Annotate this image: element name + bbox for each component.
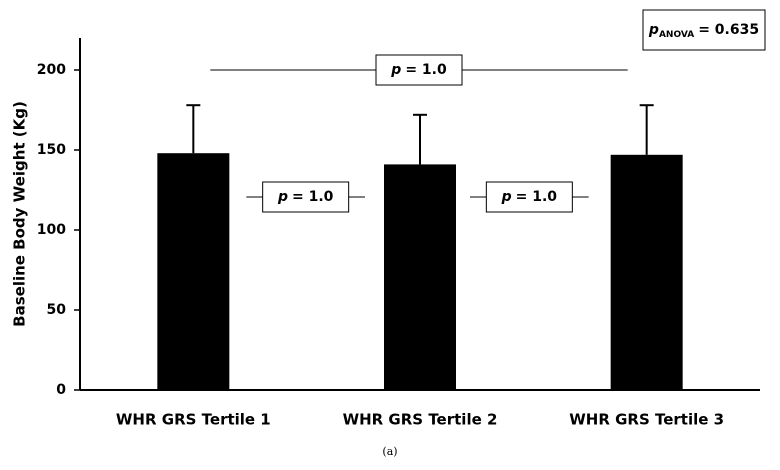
p-value-box bbox=[485, 181, 573, 213]
p-value-label: p = 1.0 bbox=[390, 62, 447, 78]
bar bbox=[157, 153, 230, 390]
anova-value: = 0.635 bbox=[698, 22, 759, 38]
y-tick-label: 200 bbox=[37, 62, 66, 78]
bar bbox=[384, 164, 456, 390]
p-value-box bbox=[375, 54, 463, 86]
p-value: = 1.0 bbox=[405, 62, 447, 78]
p-value-label: p = 1.0 bbox=[277, 189, 334, 205]
anova-box bbox=[642, 9, 766, 51]
y-tick-label: 50 bbox=[47, 302, 67, 318]
y-tick-label: 100 bbox=[37, 222, 66, 238]
bar bbox=[610, 154, 683, 390]
p-value: = 1.0 bbox=[292, 189, 334, 205]
p-symbol: p bbox=[501, 189, 512, 205]
p-value: = 1.0 bbox=[516, 189, 558, 205]
x-tick-label: WHR GRS Tertile 1 bbox=[116, 411, 271, 429]
p-symbol: p bbox=[390, 62, 401, 78]
p-value-box bbox=[262, 181, 350, 213]
error-bar bbox=[186, 104, 201, 154]
x-tick-label: WHR GRS Tertile 2 bbox=[343, 411, 498, 429]
y-tick-label: 150 bbox=[37, 142, 66, 158]
error-bar bbox=[413, 113, 427, 165]
y-tick-label: 0 bbox=[56, 382, 66, 398]
anova-label: pANOVA = 0.635 bbox=[648, 22, 759, 40]
p-symbol: p bbox=[648, 22, 659, 38]
p-symbol: p bbox=[277, 189, 288, 205]
p-subscript: ANOVA bbox=[659, 30, 694, 40]
y-axis-label: Baseline Body Weight (Kg) bbox=[11, 101, 29, 327]
x-tick-label: WHR GRS Tertile 3 bbox=[569, 411, 724, 429]
caption: (a) bbox=[382, 445, 397, 458]
error-bar bbox=[639, 104, 654, 155]
p-value-label: p = 1.0 bbox=[501, 189, 558, 205]
